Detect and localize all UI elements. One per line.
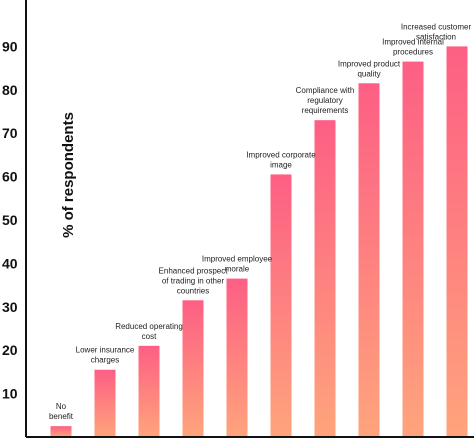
bar	[94, 369, 116, 437]
bar	[402, 61, 424, 438]
bar	[50, 426, 72, 437]
category-label: Improved corporate image	[246, 150, 316, 169]
category-label: Compliance with regulatory requirements	[296, 86, 355, 115]
bar	[138, 345, 160, 437]
y-tick-label: 10	[2, 386, 18, 402]
bar	[182, 300, 204, 437]
category-label: Improved product quality	[338, 59, 401, 78]
y-tick-label: 30	[2, 299, 18, 315]
category-label: Reduced operating cost	[115, 322, 183, 341]
bar	[226, 278, 248, 437]
y-axis-ticks: 10 20 30 40 50 60 70 80 90	[2, 38, 18, 401]
category-labels: No benefit Lower insurance charges Reduced o…	[49, 22, 471, 421]
bar	[314, 120, 336, 438]
category-label: Increased customer satisfaction	[401, 22, 472, 41]
y-tick-label: 50	[2, 212, 18, 228]
category-label: No benefit	[49, 402, 74, 421]
y-tick-label: 60	[2, 169, 18, 185]
bars	[50, 46, 468, 438]
y-tick-label: 40	[2, 255, 18, 271]
bar	[270, 174, 292, 437]
category-label: Improved employee morale	[202, 255, 273, 274]
y-tick-label: 20	[2, 342, 18, 358]
bar	[446, 46, 468, 438]
y-tick-label: 80	[2, 82, 18, 98]
y-tick-label: 70	[2, 125, 18, 141]
category-label: Enhanced prospect of trading in other coun…	[159, 266, 229, 295]
bar	[358, 83, 380, 437]
y-tick-label: 90	[2, 38, 18, 54]
category-label: Improved internal procedures	[382, 38, 444, 57]
category-label: Lower insurance charges	[76, 346, 135, 365]
y-axis-label: % of respondents	[60, 112, 77, 238]
